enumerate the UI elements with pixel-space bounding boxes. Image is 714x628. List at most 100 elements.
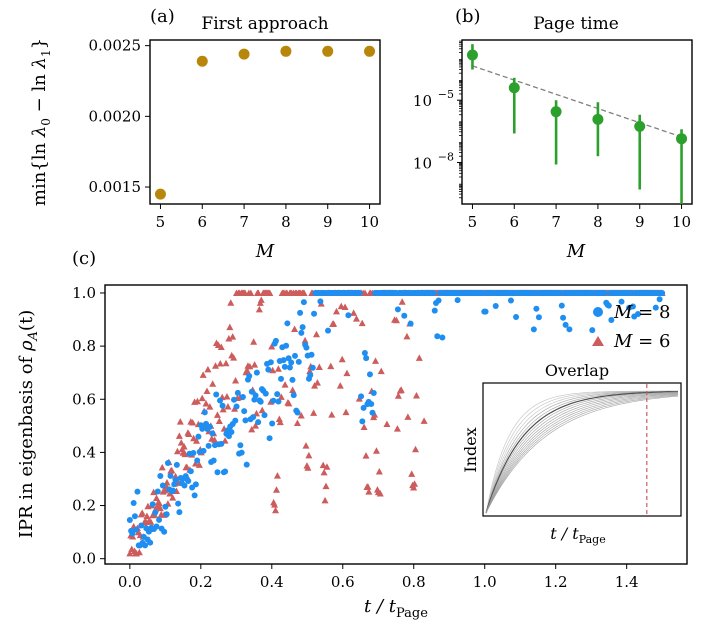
- m6-data-point: [273, 472, 281, 479]
- m6-data-point: [258, 406, 266, 414]
- m8-data-point: [295, 358, 302, 365]
- m6-data-point: [135, 548, 143, 556]
- m8-data-point: [176, 509, 183, 516]
- m6-data-point: [328, 411, 336, 418]
- a-x-tick-label: 6: [197, 213, 207, 231]
- m8-data-point: [566, 326, 573, 333]
- m6-data-point: [251, 361, 259, 368]
- m8-data-point: [222, 468, 229, 475]
- m6-data-point: [158, 463, 166, 471]
- m6-data-point: [203, 387, 211, 395]
- m6-data-point: [272, 486, 280, 493]
- m6-data-point: [377, 367, 385, 375]
- m6-data-point: [289, 386, 297, 393]
- m6-data-point: [305, 451, 313, 459]
- m6-data-point: [302, 442, 310, 449]
- m8-data-point: [294, 409, 301, 416]
- c-x-tick-label: 1.4: [615, 573, 639, 591]
- m8-data-point: [234, 389, 241, 396]
- inset-curve: [485, 390, 678, 514]
- m6-data-point: [247, 289, 255, 296]
- c-x-tick-label: 1.2: [544, 573, 568, 591]
- m8-data-point: [133, 526, 140, 533]
- m6-data-point: [193, 397, 201, 405]
- m6-data-point: [361, 289, 369, 296]
- panel-b-x-ticks: 5 6 7 8 9 10: [468, 204, 691, 231]
- m8-data-point: [156, 516, 163, 523]
- m6-data-point: [330, 320, 338, 327]
- m6-data-point: [336, 382, 344, 389]
- m8-data-point: [325, 327, 332, 334]
- m8-data-point: [153, 523, 160, 530]
- c-y-tick-label: 0.4: [72, 443, 96, 461]
- c-y-tick-label: 0.6: [72, 390, 96, 408]
- a-x-tick-label: 8: [281, 213, 291, 231]
- legend-m8-marker: [593, 307, 603, 317]
- m6-data-point: [175, 432, 183, 439]
- m8-data-point: [311, 310, 318, 317]
- m8-data-point: [233, 403, 240, 410]
- m6-data-point: [212, 362, 220, 369]
- m6-data-point: [213, 411, 221, 418]
- m8-data-point: [629, 303, 636, 310]
- m8-data-point: [138, 522, 145, 529]
- c-x-tick-label: 1.0: [473, 573, 497, 591]
- m6-data-point: [397, 386, 405, 393]
- m8-data-point: [253, 369, 260, 376]
- inset-curve: [485, 391, 679, 514]
- m6-data-point: [185, 430, 193, 437]
- legend-m8-label: M = 8: [613, 302, 670, 323]
- c-y-tick-label: 0.0: [72, 550, 96, 568]
- m8-data-point: [248, 388, 255, 395]
- m6-data-point: [376, 489, 384, 497]
- legend-m6-label: M = 6: [613, 331, 670, 352]
- b-x-tick-label: 9: [635, 213, 645, 231]
- m8-data-point: [199, 425, 206, 432]
- m8-data-point: [300, 299, 307, 306]
- panel-b-title: Page time: [533, 14, 619, 34]
- m8-data-point: [394, 306, 401, 313]
- m8-data-point: [307, 372, 314, 379]
- b-data-point: [466, 49, 478, 61]
- m8-data-point: [530, 326, 537, 333]
- m8-data-point: [195, 433, 202, 440]
- m6-data-point: [312, 330, 320, 338]
- m6-data-point: [193, 437, 201, 444]
- m6-data-point: [215, 417, 223, 425]
- m8-data-point: [601, 289, 608, 296]
- m6-data-point: [266, 289, 274, 296]
- panel-b: (b) Page time 5 6 7 8 9 10 10 −5 10 −8 M: [413, 6, 693, 262]
- m8-data-point: [243, 461, 250, 468]
- m6-data-point: [126, 549, 134, 557]
- m8-data-point: [361, 349, 368, 356]
- m8-data-point: [359, 418, 366, 425]
- m8-data-point: [431, 307, 438, 314]
- m8-data-point: [147, 539, 154, 546]
- m8-data-point: [161, 528, 168, 535]
- m6-data-point: [319, 461, 327, 469]
- m8-data-point: [187, 468, 194, 475]
- m8-data-point: [267, 359, 274, 366]
- m6-data-point: [181, 450, 189, 458]
- m6-data-point: [338, 355, 346, 363]
- m6-data-point: [232, 376, 240, 384]
- m8-data-point: [154, 488, 161, 495]
- m8-data-point: [454, 297, 461, 304]
- c-x-tick-label: 0.6: [331, 573, 355, 591]
- m6-data-point: [155, 499, 163, 507]
- c-x-tick-label: 0.8: [402, 573, 426, 591]
- m8-data-point: [434, 333, 441, 340]
- m6-data-point: [304, 464, 312, 471]
- m6-data-point: [271, 501, 279, 508]
- m6-data-point: [150, 488, 158, 496]
- m6-data-point: [412, 445, 420, 453]
- m6-data-point: [394, 392, 402, 399]
- m8-data-point: [360, 404, 367, 411]
- m8-data-point: [173, 461, 180, 468]
- c-y-tick-label: 0.2: [72, 497, 96, 515]
- m8-data-point: [167, 472, 174, 479]
- a-data-point: [238, 48, 250, 60]
- m6-data-point: [138, 509, 146, 516]
- b-y-tick-label: 10: [413, 154, 432, 172]
